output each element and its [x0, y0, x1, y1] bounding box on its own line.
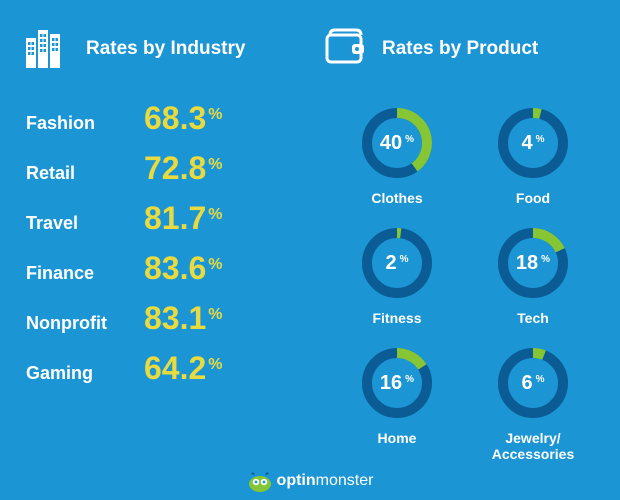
- buildings-icon: [24, 24, 72, 75]
- percent-sign: %: [208, 256, 222, 274]
- donut-chart: 16%: [356, 342, 438, 424]
- industry-header-title: Rates by Industry: [86, 38, 245, 60]
- industry-row: Finance83.6%: [26, 252, 314, 284]
- industry-label: Travel: [26, 213, 144, 234]
- product-label: Fitness: [372, 310, 421, 326]
- footer-text: optinmonster: [277, 472, 374, 490]
- product-item: 4% Food: [470, 102, 596, 206]
- industry-row: Fashion68.3%: [26, 102, 314, 134]
- percent-sign: %: [405, 134, 414, 145]
- industry-label: Nonprofit: [26, 313, 144, 334]
- industry-value: 83.6: [144, 252, 206, 284]
- percent-sign: %: [208, 356, 222, 374]
- product-item: 18% Tech: [470, 222, 596, 326]
- industry-label: Retail: [26, 163, 144, 184]
- percent-sign: %: [208, 206, 222, 224]
- donut-value: 4: [521, 132, 532, 155]
- donut-value: 40: [380, 132, 402, 155]
- product-label: Tech: [517, 310, 549, 326]
- industry-row: Nonprofit83.1%: [26, 302, 314, 334]
- wallet-icon: [324, 27, 368, 72]
- percent-sign: %: [405, 374, 414, 385]
- product-label: Clothes: [371, 190, 422, 206]
- donut-value: 16: [380, 372, 402, 395]
- percent-sign: %: [541, 254, 550, 265]
- industry-row: Gaming64.2%: [26, 352, 314, 384]
- industry-value: 81.7: [144, 202, 206, 234]
- donut-chart: 40%: [356, 102, 438, 184]
- industry-row: Retail72.8%: [26, 152, 314, 184]
- donut-chart: 18%: [492, 222, 574, 304]
- percent-sign: %: [208, 106, 222, 124]
- product-item: 2% Fitness: [334, 222, 460, 326]
- product-item: 16% Home: [334, 342, 460, 462]
- donut-chart: 4%: [492, 102, 574, 184]
- footer-brand: optinmonster: [0, 470, 620, 492]
- mascot-icon: [247, 470, 273, 492]
- percent-sign: %: [208, 156, 222, 174]
- percent-sign: %: [536, 134, 545, 145]
- percent-sign: %: [208, 306, 222, 324]
- donut-value: 18: [516, 252, 538, 275]
- percent-sign: %: [400, 254, 409, 265]
- industry-label: Gaming: [26, 363, 144, 384]
- donut-chart: 6%: [492, 342, 574, 424]
- industry-value: 68.3: [144, 102, 206, 134]
- donut-value: 2: [385, 252, 396, 275]
- product-label: Food: [516, 190, 550, 206]
- industry-label: Finance: [26, 263, 144, 284]
- industry-value: 72.8: [144, 152, 206, 184]
- industry-label: Fashion: [26, 113, 144, 134]
- product-item: 6% Jewelry/Accessories: [470, 342, 596, 462]
- industry-header: Rates by Industry: [24, 24, 314, 74]
- percent-sign: %: [536, 374, 545, 385]
- donut-chart: 2%: [356, 222, 438, 304]
- product-grid: 40% Clothes 4% Food 2% Fitness 18% Tech 16% Home 6…: [324, 102, 596, 462]
- donut-value: 6: [521, 372, 532, 395]
- footer-brand-bold: optin: [277, 472, 316, 489]
- footer-brand-thin: monster: [316, 472, 374, 489]
- industry-value: 83.1: [144, 302, 206, 334]
- product-item: 40% Clothes: [334, 102, 460, 206]
- product-label: Jewelry/Accessories: [492, 430, 575, 462]
- industry-list: Fashion68.3%Retail72.8%Travel81.7%Financ…: [24, 102, 314, 384]
- product-header-title: Rates by Product: [382, 38, 538, 60]
- industry-value: 64.2: [144, 352, 206, 384]
- industry-row: Travel81.7%: [26, 202, 314, 234]
- product-label: Home: [378, 430, 417, 446]
- product-header: Rates by Product: [324, 24, 596, 74]
